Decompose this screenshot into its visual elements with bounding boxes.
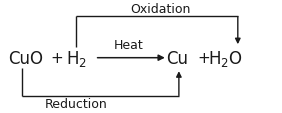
- Text: Oxidation: Oxidation: [131, 3, 191, 16]
- Text: Heat: Heat: [113, 39, 143, 52]
- Text: +: +: [50, 51, 63, 66]
- Text: Cu: Cu: [166, 49, 188, 67]
- Text: H$_2$: H$_2$: [66, 48, 87, 68]
- Text: CuO: CuO: [8, 49, 43, 67]
- Text: H$_2$O: H$_2$O: [208, 48, 243, 68]
- Text: +: +: [198, 51, 210, 66]
- Text: Reduction: Reduction: [45, 97, 108, 110]
